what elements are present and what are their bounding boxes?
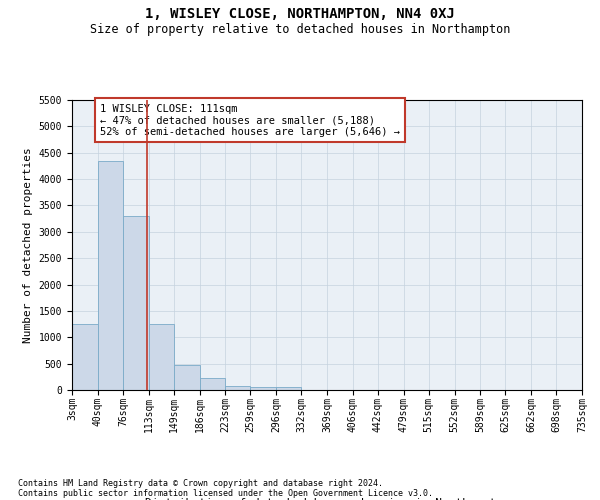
Bar (72, 324, 98, 390)
Bar (149, 324, 174, 390)
Bar (276, 388, 301, 390)
Bar (250, 387, 276, 390)
X-axis label: Distribution of detached houses by size in Northampton: Distribution of detached houses by size … (145, 498, 509, 500)
Text: Size of property relative to detached houses in Northampton: Size of property relative to detached ho… (90, 22, 510, 36)
Bar (123, 216, 149, 390)
Text: 1 WISLEY CLOSE: 111sqm
← 47% of detached houses are smaller (5,188)
52% of semi-: 1 WISLEY CLOSE: 111sqm ← 47% of detached… (100, 104, 400, 137)
Text: Contains HM Land Registry data © Crown copyright and database right 2024.: Contains HM Land Registry data © Crown c… (18, 478, 383, 488)
Bar (199, 378, 225, 390)
Y-axis label: Number of detached properties: Number of detached properties (23, 147, 33, 343)
Text: 1, WISLEY CLOSE, NORTHAMPTON, NN4 0XJ: 1, WISLEY CLOSE, NORTHAMPTON, NN4 0XJ (145, 8, 455, 22)
Bar (225, 386, 250, 390)
Text: Contains public sector information licensed under the Open Government Licence v3: Contains public sector information licen… (18, 488, 433, 498)
Bar (174, 364, 199, 390)
Bar (98, 160, 123, 390)
